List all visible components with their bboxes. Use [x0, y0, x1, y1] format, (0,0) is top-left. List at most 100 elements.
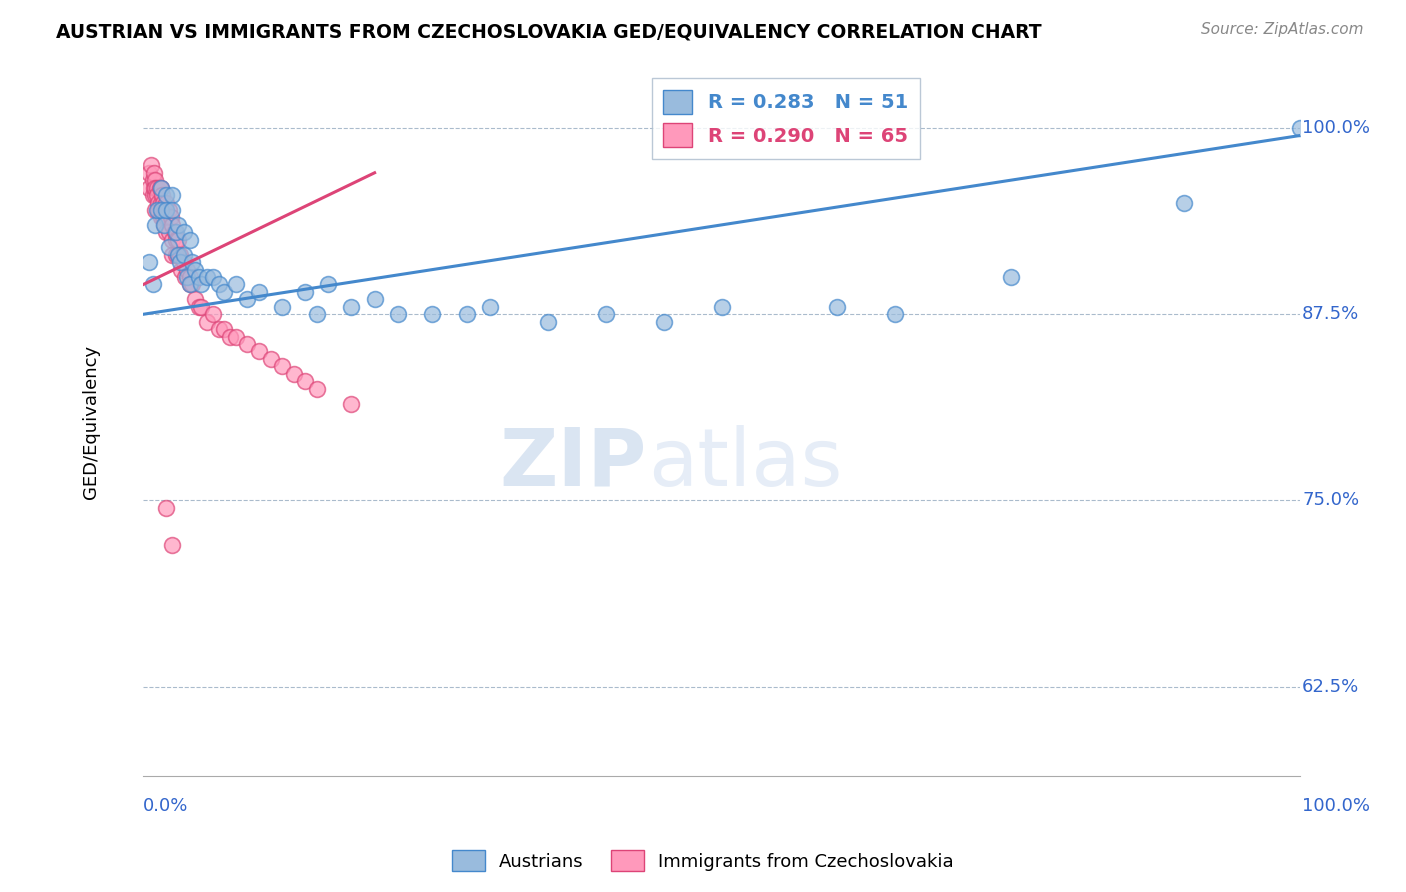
Point [1173, 195, 1195, 210]
Point [165, 248, 187, 262]
Point [155, 188, 177, 202]
Point [163, 225, 186, 239]
Text: 100.0%: 100.0% [1302, 797, 1369, 815]
Point [236, 293, 259, 307]
Point [340, 300, 363, 314]
Point [176, 262, 198, 277]
Point [142, 173, 165, 187]
Point [479, 300, 502, 314]
Point [201, 307, 224, 321]
Point [157, 202, 180, 217]
Point [142, 277, 165, 292]
Point [162, 248, 184, 262]
Point [190, 277, 212, 292]
Point [146, 188, 169, 202]
Point [143, 173, 166, 187]
Point [179, 277, 201, 292]
Point [225, 329, 247, 343]
Point [170, 262, 193, 277]
Point [141, 158, 163, 172]
Point [162, 538, 184, 552]
Point [456, 307, 478, 321]
Point [305, 382, 328, 396]
Point [142, 180, 165, 194]
Text: GED/Equivalency: GED/Equivalency [83, 345, 100, 500]
Point [247, 285, 270, 299]
Point [271, 300, 294, 314]
Point [173, 225, 195, 239]
Text: 0.0%: 0.0% [143, 797, 188, 815]
Point [173, 255, 195, 269]
Legend: R = 0.283   N = 51, R = 0.290   N = 65: R = 0.283 N = 51, R = 0.290 N = 65 [651, 78, 920, 159]
Point [153, 218, 176, 232]
Point [167, 233, 190, 247]
Point [148, 195, 170, 210]
Point [201, 270, 224, 285]
Text: 75.0%: 75.0% [1302, 491, 1360, 509]
Point [162, 188, 184, 202]
Point [207, 322, 229, 336]
Point [214, 285, 236, 299]
Point [225, 277, 247, 292]
Point [150, 188, 173, 202]
Point [165, 225, 187, 239]
Point [537, 315, 560, 329]
Point [173, 248, 195, 262]
Point [149, 180, 172, 194]
Point [148, 202, 170, 217]
Point [318, 277, 340, 292]
Point [143, 202, 166, 217]
Text: AUSTRIAN VS IMMIGRANTS FROM CZECHOSLOVAKIA GED/EQUIVALENCY CORRELATION CHART: AUSTRIAN VS IMMIGRANTS FROM CZECHOSLOVAK… [56, 22, 1042, 41]
Text: 62.5%: 62.5% [1302, 678, 1360, 696]
Point [155, 211, 177, 225]
Point [179, 233, 201, 247]
Point [236, 337, 259, 351]
Point [184, 262, 207, 277]
Point [155, 195, 177, 210]
Point [884, 307, 907, 321]
Point [387, 307, 409, 321]
Point [195, 270, 218, 285]
Point [167, 218, 190, 232]
Point [146, 180, 169, 194]
Point [167, 248, 190, 262]
Point [149, 211, 172, 225]
Point [153, 218, 176, 232]
Point [149, 180, 172, 194]
Point [142, 188, 165, 202]
Point [148, 180, 170, 194]
Point [179, 270, 201, 285]
Point [169, 248, 191, 262]
Point [180, 255, 202, 269]
Legend: Austrians, Immigrants from Czechoslovakia: Austrians, Immigrants from Czechoslovaki… [446, 843, 960, 879]
Point [169, 255, 191, 269]
Point [219, 329, 242, 343]
Text: ZIP: ZIP [499, 425, 647, 503]
Point [152, 195, 174, 210]
Point [179, 277, 201, 292]
Point [247, 344, 270, 359]
Point [143, 188, 166, 202]
Point [176, 270, 198, 285]
Point [155, 202, 177, 217]
Point [825, 300, 848, 314]
Point [340, 396, 363, 410]
Point [152, 211, 174, 225]
Point [149, 202, 172, 217]
Point [153, 202, 176, 217]
Point [184, 293, 207, 307]
Text: atlas: atlas [648, 425, 842, 503]
Point [1288, 121, 1310, 136]
Point [187, 270, 209, 285]
Point [142, 166, 165, 180]
Point [143, 180, 166, 194]
Point [155, 225, 177, 239]
Point [294, 285, 316, 299]
Point [146, 202, 169, 217]
Point [259, 351, 281, 366]
Point [190, 300, 212, 314]
Point [1000, 270, 1022, 285]
Point [180, 277, 202, 292]
Point [138, 255, 160, 269]
Point [162, 218, 184, 232]
